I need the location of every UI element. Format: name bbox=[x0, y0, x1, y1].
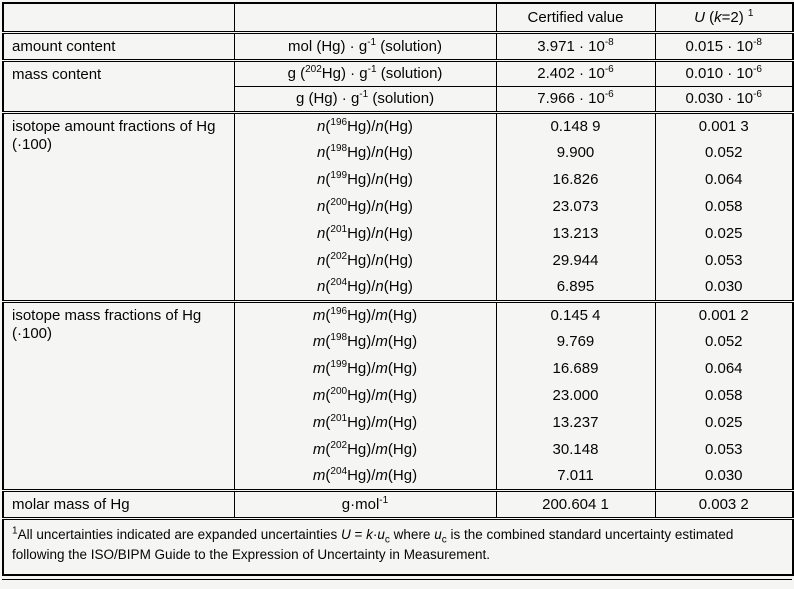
row-molar-mass: molar mass of Hg g·mol-1 200.604 1 0.003… bbox=[3, 488, 793, 518]
unit-cell: n(202Hg)/n(Hg) bbox=[233, 247, 496, 274]
unit-cell: mol (Hg) · g-1 (solution) bbox=[233, 30, 496, 60]
uncertainty-cell: 0.058 bbox=[654, 193, 793, 220]
row-amount-content: amount content mol (Hg) · g-1 (solution)… bbox=[3, 30, 793, 60]
uncertainty-cell: 0.030 bbox=[654, 274, 793, 301]
section-label-line1: isotope amount fractions of Hg bbox=[12, 117, 216, 135]
row-mass-content-total: g (Hg) · g-1 (solution) 7.966 · 10-6 0.0… bbox=[3, 85, 793, 112]
uncertainty-cell: 0.003 2 bbox=[654, 488, 793, 518]
section-label-isotope-mass-fractions: isotope mass fractions of Hg (·100) bbox=[3, 299, 234, 490]
bottom-rule bbox=[2, 579, 792, 580]
certified-value-cell: 0.145 4 bbox=[495, 299, 655, 328]
section-label-mass-content: mass content bbox=[3, 58, 234, 112]
row-mass-fraction-201: m(201Hg)/m(Hg) 13.237 0.025 bbox=[3, 409, 793, 436]
uncertainty-cell: 0.053 bbox=[654, 247, 793, 274]
row-amount-fraction-198: n(198Hg)/n(Hg) 9.900 0.052 bbox=[3, 139, 793, 166]
certified-value-cell: 2.402 · 10-6 bbox=[495, 58, 655, 86]
header-row: Certified value U (k=2) 1 bbox=[3, 3, 793, 32]
row-amount-fraction-201: n(201Hg)/n(Hg) 13.213 0.025 bbox=[3, 220, 793, 247]
certified-value-cell: 9.769 bbox=[495, 328, 655, 355]
uncertainty-cell: 0.010 · 10-6 bbox=[654, 58, 793, 86]
uncertainty-cell: 0.052 bbox=[654, 328, 793, 355]
row-amount-fraction-196: isotope amount fractions of Hg (·100) n(… bbox=[3, 110, 793, 301]
uncertainty-cell: 0.053 bbox=[654, 436, 793, 463]
certified-value-cell: 30.148 bbox=[495, 436, 655, 463]
certified-value-cell: 6.895 bbox=[495, 274, 655, 301]
unit-cell: g (Hg) · g-1 (solution) bbox=[233, 85, 496, 112]
uncertainty-cell: 0.030 · 10-6 bbox=[654, 85, 793, 112]
row-mass-fraction-200: m(200Hg)/m(Hg) 23.000 0.058 bbox=[3, 382, 793, 409]
section-label-molar-mass: molar mass of Hg bbox=[3, 488, 234, 518]
unit-cell: m(199Hg)/m(Hg) bbox=[233, 355, 496, 382]
row-amount-fraction-202: n(202Hg)/n(Hg) 29.944 0.053 bbox=[3, 247, 793, 274]
unit-cell: n(199Hg)/n(Hg) bbox=[233, 166, 496, 193]
row-mass-content-202: mass content g (202Hg) · g-1 (solution) … bbox=[3, 58, 793, 112]
uncertainty-cell: 0.030 bbox=[654, 463, 793, 490]
row-mass-fraction-196: isotope mass fractions of Hg (·100) m(19… bbox=[3, 299, 793, 490]
certified-value-cell: 7.011 bbox=[495, 463, 655, 490]
unit-cell: n(201Hg)/n(Hg) bbox=[233, 220, 496, 247]
section-label-line2: (·100) bbox=[12, 136, 53, 154]
section-label-amount-content: amount content bbox=[3, 30, 234, 60]
row-mass-fraction-204: m(204Hg)/m(Hg) 7.011 0.030 bbox=[3, 463, 793, 490]
uncertainty-cell: 0.058 bbox=[654, 382, 793, 409]
certified-value-cell: 23.000 bbox=[495, 382, 655, 409]
uncertainty-cell: 0.001 3 bbox=[654, 110, 793, 139]
row-amount-fraction-200: n(200Hg)/n(Hg) 23.073 0.058 bbox=[3, 193, 793, 220]
unit-cell: g·mol-1 bbox=[233, 488, 496, 518]
unit-cell: m(200Hg)/m(Hg) bbox=[233, 382, 496, 409]
certified-value-cell: 16.826 bbox=[495, 166, 655, 193]
unit-cell: n(204Hg)/n(Hg) bbox=[233, 274, 496, 301]
certified-value-cell: 9.900 bbox=[495, 139, 655, 166]
unit-cell: n(200Hg)/n(Hg) bbox=[233, 193, 496, 220]
section-label-isotope-amount-fractions: isotope amount fractions of Hg (·100) bbox=[3, 110, 234, 301]
header-certified-value: Certified value bbox=[495, 3, 655, 32]
unit-cell: n(196Hg)/n(Hg) bbox=[233, 110, 496, 139]
certified-value-cell: 16.689 bbox=[495, 355, 655, 382]
uncertainty-cell: 0.064 bbox=[654, 166, 793, 193]
unit-cell: n(198Hg)/n(Hg) bbox=[233, 139, 496, 166]
row-mass-fraction-202: m(202Hg)/m(Hg) 30.148 0.053 bbox=[3, 436, 793, 463]
header-uncertainty: U (k=2) 1 bbox=[654, 3, 793, 32]
unit-cell: m(204Hg)/m(Hg) bbox=[233, 463, 496, 490]
row-mass-fraction-199: m(199Hg)/m(Hg) 16.689 0.064 bbox=[3, 355, 793, 382]
uncertainty-cell: 0.001 2 bbox=[654, 299, 793, 328]
uncertainty-cell: 0.015 · 10-8 bbox=[654, 30, 793, 60]
row-amount-fraction-199: n(199Hg)/n(Hg) 16.826 0.064 bbox=[3, 166, 793, 193]
uncertainty-cell: 0.064 bbox=[654, 355, 793, 382]
unit-cell: g (202Hg) · g-1 (solution) bbox=[233, 58, 496, 86]
header-property-empty bbox=[3, 3, 234, 32]
certified-value-cell: 13.213 bbox=[495, 220, 655, 247]
certified-value-cell: 3.971 · 10-8 bbox=[495, 30, 655, 60]
certified-value-cell: 13.237 bbox=[495, 409, 655, 436]
footnote-text: 1All uncertainties indicated are expande… bbox=[3, 516, 793, 575]
certified-value-cell: 7.966 · 10-6 bbox=[495, 85, 655, 112]
certified-value-cell: 29.944 bbox=[495, 247, 655, 274]
unit-cell: m(198Hg)/m(Hg) bbox=[233, 328, 496, 355]
uncertainty-cell: 0.025 bbox=[654, 409, 793, 436]
unit-cell: m(196Hg)/m(Hg) bbox=[233, 299, 496, 328]
unit-cell: m(201Hg)/m(Hg) bbox=[233, 409, 496, 436]
certified-value-cell: 0.148 9 bbox=[495, 110, 655, 139]
uncertainty-cell: 0.025 bbox=[654, 220, 793, 247]
footnote-row: 1All uncertainties indicated are expande… bbox=[3, 516, 793, 575]
section-label-line1: isotope mass fractions of Hg bbox=[12, 306, 202, 324]
uncertainty-cell: 0.052 bbox=[654, 139, 793, 166]
row-amount-fraction-204: n(204Hg)/n(Hg) 6.895 0.030 bbox=[3, 274, 793, 301]
row-mass-fraction-198: m(198Hg)/m(Hg) 9.769 0.052 bbox=[3, 328, 793, 355]
certified-value-cell: 200.604 1 bbox=[495, 488, 655, 518]
certified-value-cell: 23.073 bbox=[495, 193, 655, 220]
section-label-line2: (·100) bbox=[12, 325, 53, 343]
header-unit-empty bbox=[233, 3, 496, 32]
certified-values-table: Certified value U (k=2) 1 amount content… bbox=[2, 2, 794, 576]
unit-cell: m(202Hg)/m(Hg) bbox=[233, 436, 496, 463]
